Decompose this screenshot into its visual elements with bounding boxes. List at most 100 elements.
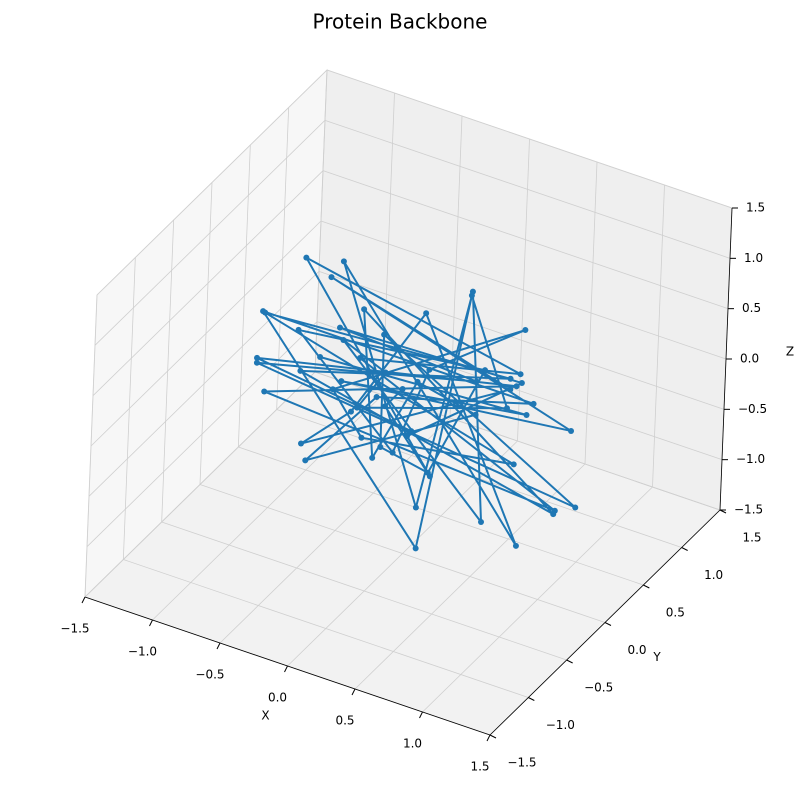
tick-label: 0.5 [666, 606, 685, 620]
x-tick [81, 596, 86, 604]
y-grid-line [161, 521, 567, 661]
backbone-point [373, 394, 380, 401]
axis-line [489, 509, 721, 736]
backbone-point [358, 434, 365, 441]
backbone-point [518, 380, 525, 387]
backbone-point [329, 386, 336, 393]
backbone-point [517, 371, 524, 378]
backbone-point [522, 327, 529, 334]
backbone-point [523, 412, 530, 418]
backbone-point [382, 369, 389, 376]
y-tick [528, 697, 535, 701]
x-axis-label: X [261, 709, 269, 723]
tick-label: 1.0 [744, 251, 763, 265]
tick-label: −1.5 [734, 503, 763, 517]
x-tick [419, 711, 423, 719]
tick-label: −0.5 [584, 681, 613, 695]
backbone-point [403, 433, 410, 440]
y-axis-label: Y [652, 650, 661, 664]
backbone-point [253, 359, 260, 366]
tick-label: −1.5 [60, 622, 89, 636]
z-grid-line [88, 271, 320, 497]
backbone-point [503, 405, 510, 412]
backbone-point [513, 383, 520, 390]
tick-label: 1.5 [746, 201, 765, 215]
z-axis-label: Z [786, 345, 794, 359]
y-grid-line [238, 446, 644, 586]
backbone-point [412, 504, 419, 511]
backbone-point [512, 542, 519, 549]
z-grid-line [96, 69, 328, 296]
x-tick [284, 665, 288, 673]
backbone-point [389, 449, 396, 456]
backbone-point [530, 400, 537, 407]
backbone-point [473, 378, 480, 385]
backbone-point [414, 378, 421, 385]
backbone-point [550, 511, 557, 518]
backbone-point [328, 274, 335, 281]
tick-label: −1.0 [736, 452, 765, 466]
backbone-point [295, 326, 302, 333]
x-tick [216, 642, 221, 650]
tick-label: −0.5 [738, 402, 767, 416]
axis-line [84, 596, 491, 736]
axis-line [719, 207, 733, 511]
backbone-point [510, 461, 517, 468]
backbone-point [426, 366, 433, 373]
tick-label: −1.0 [546, 718, 575, 732]
backbone-point [317, 353, 324, 360]
backbone-point [361, 306, 368, 313]
y-grid-line [123, 559, 529, 698]
x-tick [486, 734, 491, 742]
y-tick [604, 622, 612, 626]
tick-label: 0.0 [627, 643, 646, 657]
z-grid-line [92, 170, 324, 396]
backbone-point [260, 308, 267, 315]
backbone-point [399, 385, 406, 392]
backbone-point [472, 411, 479, 418]
backbone-point [338, 378, 345, 385]
tick-label: 0.0 [740, 352, 759, 366]
backbone-point [340, 337, 347, 344]
z-grid-line [320, 220, 727, 360]
tick-label: 1.5 [470, 760, 489, 774]
backbone-point [354, 404, 361, 411]
z-grid-line [324, 119, 731, 259]
backbone-point [382, 403, 389, 410]
z-grid-line [322, 170, 729, 310]
tick-label: 0.5 [742, 301, 761, 315]
backbone-point [261, 388, 268, 395]
z-grid-line [86, 321, 318, 547]
tick-label: 0.5 [335, 714, 354, 728]
z-grid-line [84, 371, 316, 598]
backbone-point [356, 354, 363, 361]
backbone-point [297, 367, 304, 374]
backbone-point [302, 457, 309, 464]
z-grid-line [326, 69, 733, 209]
backbone-point [377, 443, 384, 450]
tick-label: 0.0 [268, 691, 287, 705]
backbone-point [369, 454, 376, 461]
tick-label: 1.0 [403, 737, 422, 751]
backbone-point [303, 254, 310, 261]
backbone-point [381, 331, 388, 338]
backbone-point [478, 518, 485, 525]
backbone-point [297, 440, 304, 447]
y-tick [489, 734, 497, 739]
chart-title: Protein Backbone [313, 10, 488, 34]
backbone-point [408, 428, 415, 435]
backbone-point [507, 386, 514, 393]
z-grid-line [94, 120, 326, 346]
backbone-point [347, 408, 354, 415]
backbone-point [254, 354, 261, 361]
backbone-point [482, 367, 489, 374]
z-grid-line [90, 220, 322, 447]
tick-label: −1.0 [128, 645, 157, 659]
backbone-point [424, 469, 431, 476]
panes [84, 68, 733, 736]
tick-label: −1.5 [507, 756, 536, 770]
backbone-point [340, 258, 347, 265]
tick-label: 1.5 [742, 531, 761, 545]
tick-label: −0.5 [195, 668, 224, 682]
